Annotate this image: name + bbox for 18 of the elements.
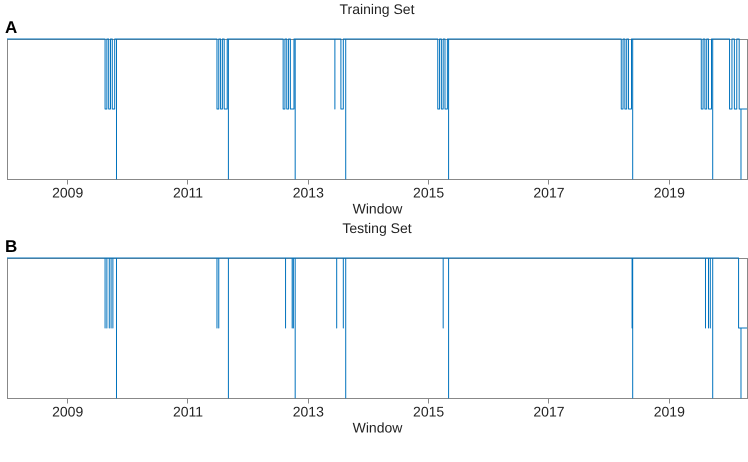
x-tick-label: 2015 <box>413 184 444 200</box>
x-tick-label: 2013 <box>292 184 324 200</box>
x-axis-title: Window <box>352 200 404 216</box>
x-tick-label: 2009 <box>52 184 84 200</box>
text: B <box>5 237 18 256</box>
x-tick-label: 2019 <box>654 184 686 200</box>
x-tick-label: 2013 <box>292 404 324 420</box>
x-tick-label: 2009 <box>52 404 84 420</box>
x-axis-title: Window <box>352 420 404 436</box>
x-tick-label: 2011 <box>172 404 204 420</box>
x-tick-label: 2019 <box>654 404 686 420</box>
chart-title: Testing Set <box>342 220 412 236</box>
x-tick-label: 2017 <box>533 184 565 200</box>
x-tick-label: 2017 <box>533 404 565 420</box>
x-tick-label: 2015 <box>413 404 444 420</box>
text: A <box>5 18 18 37</box>
chart-title: Training Set <box>340 1 415 17</box>
x-tick-label: 2011 <box>172 184 204 200</box>
